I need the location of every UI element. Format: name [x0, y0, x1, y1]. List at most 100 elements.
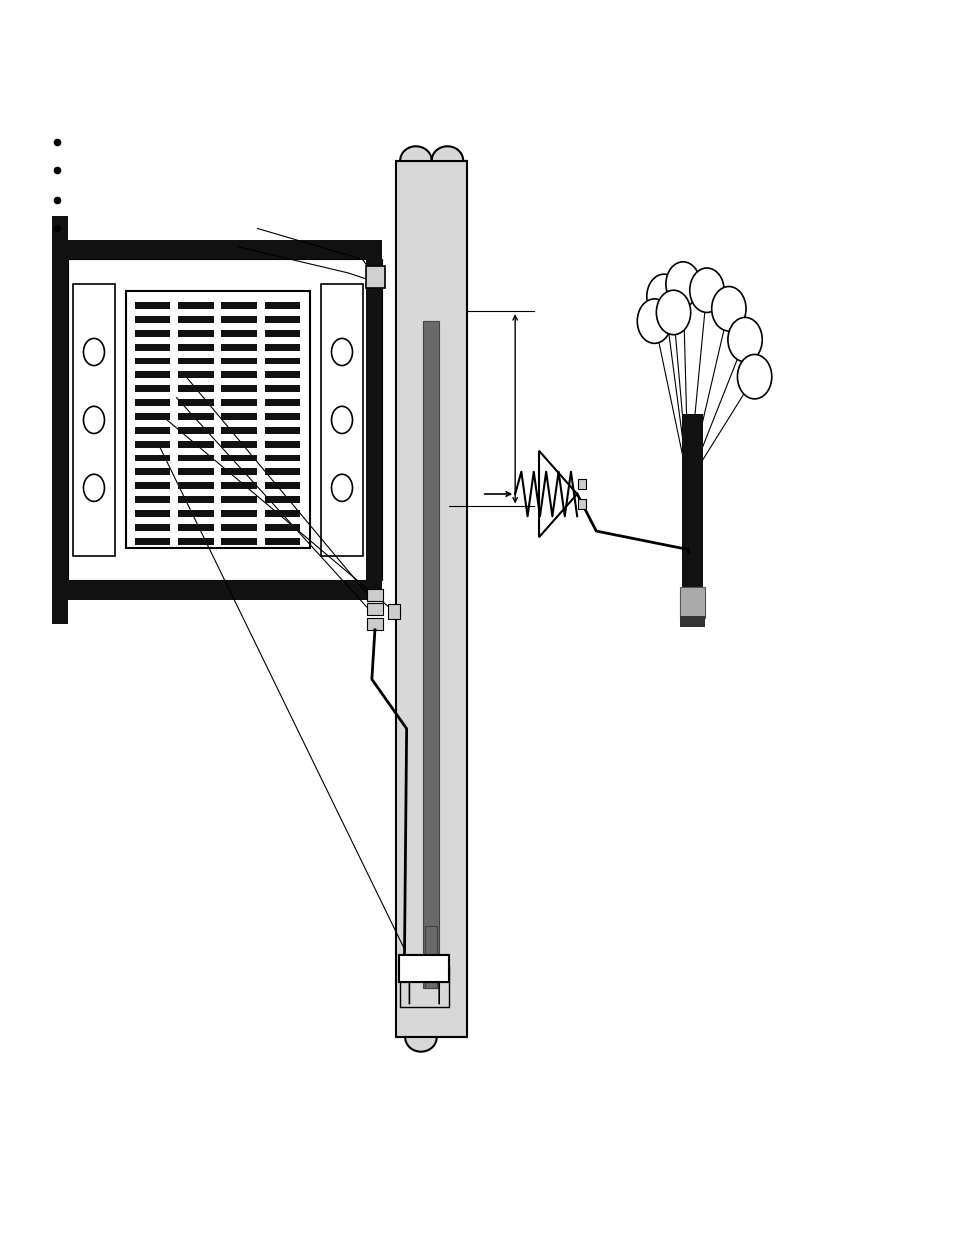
Bar: [265, 441, 300, 447]
Circle shape: [689, 268, 723, 312]
Polygon shape: [405, 1037, 436, 1052]
Bar: [178, 524, 213, 531]
Bar: [178, 330, 213, 337]
Circle shape: [727, 317, 761, 362]
Bar: [72, 284, 115, 556]
Bar: [178, 427, 213, 433]
Bar: [367, 589, 382, 601]
Bar: [681, 414, 702, 587]
Bar: [265, 399, 300, 406]
Bar: [679, 587, 704, 618]
Bar: [265, 427, 300, 433]
Bar: [221, 510, 256, 517]
Polygon shape: [538, 451, 577, 537]
Bar: [679, 616, 704, 627]
Bar: [221, 343, 256, 351]
Circle shape: [84, 474, 105, 501]
Bar: [126, 291, 310, 548]
Bar: [178, 385, 213, 393]
Bar: [178, 412, 213, 420]
Bar: [134, 303, 171, 309]
Bar: [134, 330, 171, 337]
Bar: [221, 468, 256, 475]
Bar: [221, 537, 256, 545]
Bar: [134, 316, 171, 322]
Bar: [265, 303, 300, 309]
Bar: [221, 330, 256, 337]
Bar: [178, 303, 213, 309]
Bar: [221, 496, 256, 503]
Circle shape: [637, 299, 671, 343]
Bar: [134, 441, 171, 447]
Bar: [424, 926, 436, 988]
Bar: [399, 955, 449, 982]
Bar: [265, 343, 300, 351]
Bar: [265, 482, 300, 489]
Bar: [134, 496, 171, 503]
Bar: [265, 524, 300, 531]
Bar: [320, 284, 363, 556]
Circle shape: [84, 338, 105, 366]
Bar: [134, 343, 171, 351]
Bar: [134, 468, 171, 475]
Bar: [178, 372, 213, 378]
Bar: [578, 499, 585, 509]
Bar: [134, 372, 171, 378]
Bar: [388, 604, 399, 619]
Bar: [178, 510, 213, 517]
Bar: [366, 247, 381, 593]
Bar: [221, 427, 256, 433]
Bar: [265, 358, 300, 364]
Bar: [134, 427, 171, 433]
Bar: [221, 316, 256, 322]
Bar: [221, 399, 256, 406]
Bar: [221, 412, 256, 420]
Bar: [265, 330, 300, 337]
Bar: [134, 537, 171, 545]
Bar: [178, 399, 213, 406]
Bar: [134, 454, 171, 462]
Bar: [265, 496, 300, 503]
Circle shape: [332, 474, 353, 501]
Circle shape: [332, 338, 353, 366]
Circle shape: [84, 406, 105, 433]
Bar: [366, 266, 385, 288]
Circle shape: [332, 406, 353, 433]
Circle shape: [711, 287, 745, 331]
Bar: [265, 385, 300, 393]
Bar: [265, 468, 300, 475]
Bar: [221, 385, 256, 393]
Circle shape: [737, 354, 771, 399]
Bar: [221, 372, 256, 378]
Circle shape: [656, 290, 690, 335]
Circle shape: [646, 274, 680, 319]
Polygon shape: [431, 146, 462, 161]
Bar: [367, 618, 382, 630]
Polygon shape: [399, 146, 431, 161]
Bar: [221, 454, 256, 462]
Bar: [178, 316, 213, 322]
Bar: [367, 603, 382, 615]
Bar: [265, 454, 300, 462]
Bar: [134, 524, 171, 531]
Circle shape: [665, 262, 700, 306]
Bar: [265, 372, 300, 378]
Bar: [134, 482, 171, 489]
Bar: [178, 441, 213, 447]
Bar: [395, 161, 467, 1037]
Bar: [178, 496, 213, 503]
Bar: [178, 358, 213, 364]
Bar: [52, 580, 381, 600]
Bar: [221, 303, 256, 309]
Bar: [178, 537, 213, 545]
Bar: [178, 482, 213, 489]
Bar: [134, 385, 171, 393]
Bar: [178, 468, 213, 475]
Bar: [578, 479, 585, 489]
Bar: [265, 412, 300, 420]
Bar: [265, 316, 300, 322]
Bar: [178, 343, 213, 351]
Bar: [134, 510, 171, 517]
Bar: [265, 537, 300, 545]
Bar: [265, 510, 300, 517]
